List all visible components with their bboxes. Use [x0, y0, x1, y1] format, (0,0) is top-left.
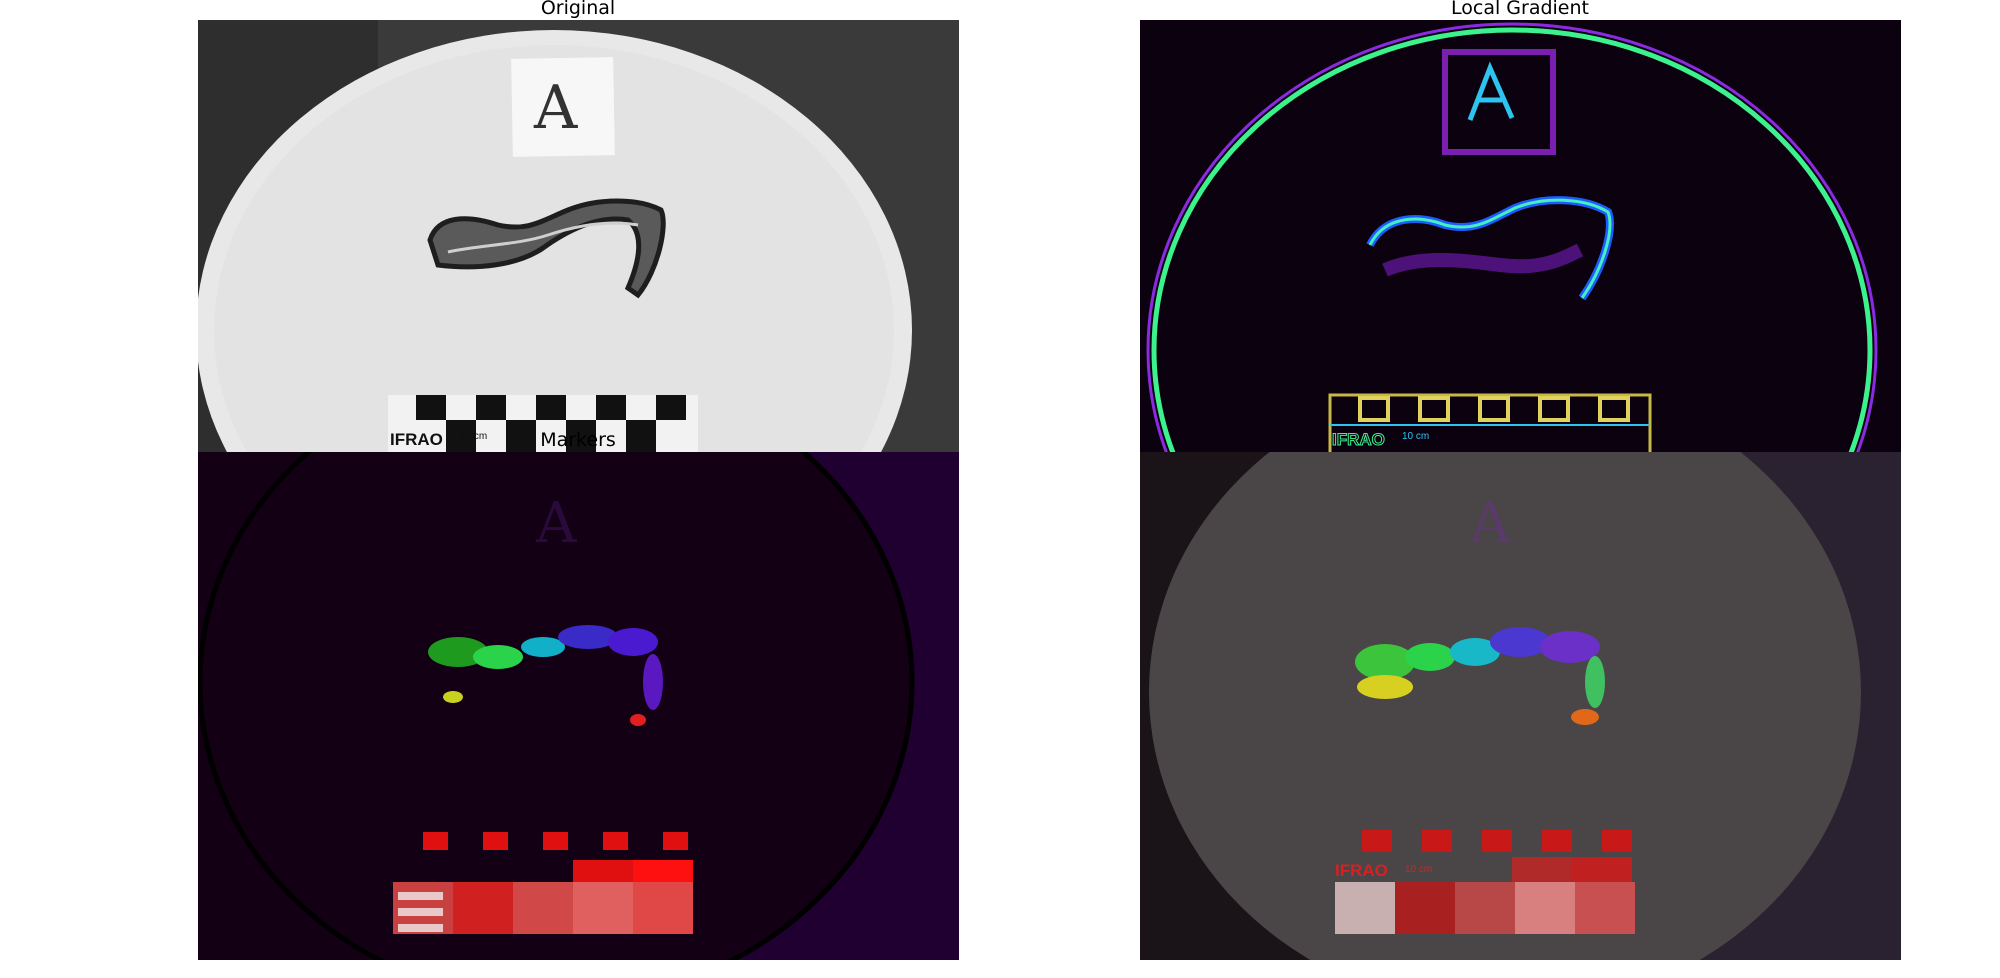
- markers-title: Markers: [540, 429, 616, 451]
- scale-unit-label: 10 cm: [1402, 431, 1429, 442]
- scale-brand-label: IFRAO: [390, 430, 443, 449]
- scale-brand-label: IFRAO: [1332, 430, 1385, 449]
- card-letter: A: [1469, 491, 1511, 556]
- markers-image-panel: A: [198, 452, 959, 960]
- scale-unit-label: 10 cm: [1405, 864, 1432, 875]
- scale-unit-label: 10 cm: [460, 431, 487, 442]
- segmented-image-panel: A IFRAO 10 cm: [1140, 452, 1901, 960]
- original-title: Original: [540, 0, 616, 19]
- card-letter: A: [533, 73, 578, 143]
- original-image-panel: A IFRAO 10 cm: [198, 20, 959, 452]
- card-letter: A: [535, 491, 577, 556]
- scale-brand-label: IFRAO: [1335, 861, 1388, 880]
- local-gradient-title: Local Gradient: [1451, 0, 1589, 19]
- local-gradient-image-panel: IFRAO 10 cm: [1140, 20, 1901, 452]
